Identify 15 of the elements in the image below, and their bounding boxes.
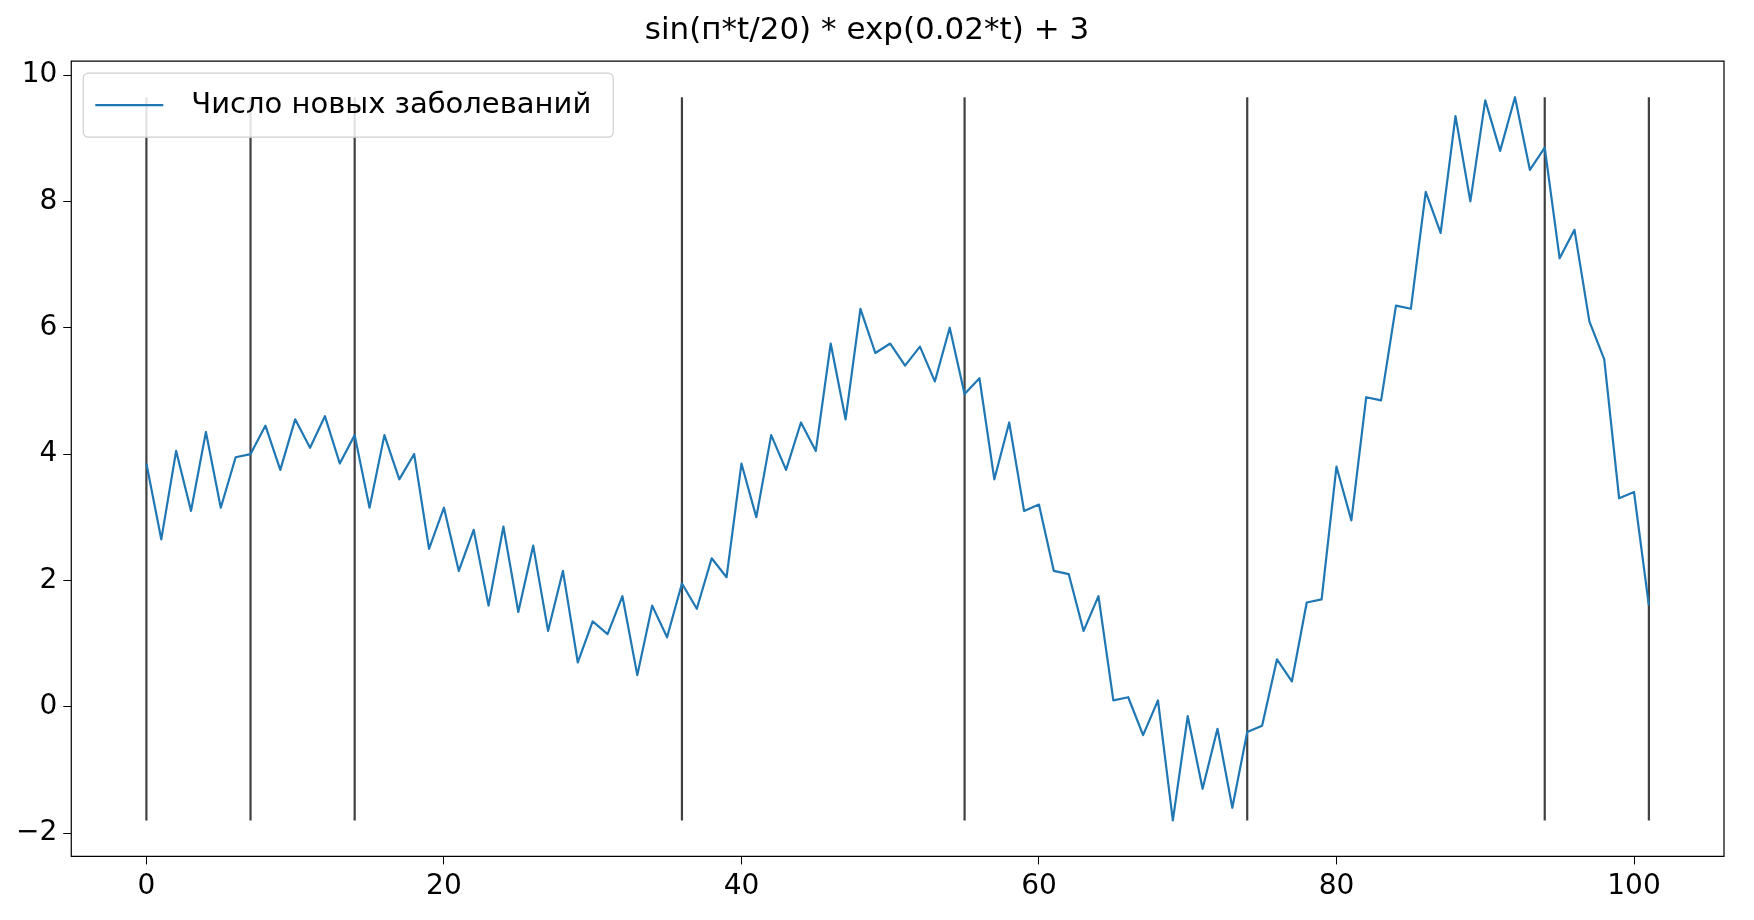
x-tick-label: 100 xyxy=(1607,868,1661,902)
y-tick-label: 8 xyxy=(39,182,58,216)
y-tick-label: 0 xyxy=(39,687,58,721)
x-tick-label: 40 xyxy=(723,868,760,902)
y-tick-label: 4 xyxy=(39,435,58,469)
x-tick-label: 0 xyxy=(137,868,156,902)
x-tick-label: 80 xyxy=(1318,868,1355,902)
legend-label: Число новых заболеваний xyxy=(191,85,592,120)
x-tick-label: 60 xyxy=(1021,868,1057,902)
y-tick-label: 6 xyxy=(39,309,58,343)
x-tick-label: 20 xyxy=(426,868,462,902)
y-tick-label: −2 xyxy=(15,814,58,848)
chart-title: sin(п*t/20) * exp(0.02*t) + 3 xyxy=(644,9,1090,46)
y-tick-label: 2 xyxy=(39,561,58,595)
y-tick-label: 10 xyxy=(21,56,58,90)
